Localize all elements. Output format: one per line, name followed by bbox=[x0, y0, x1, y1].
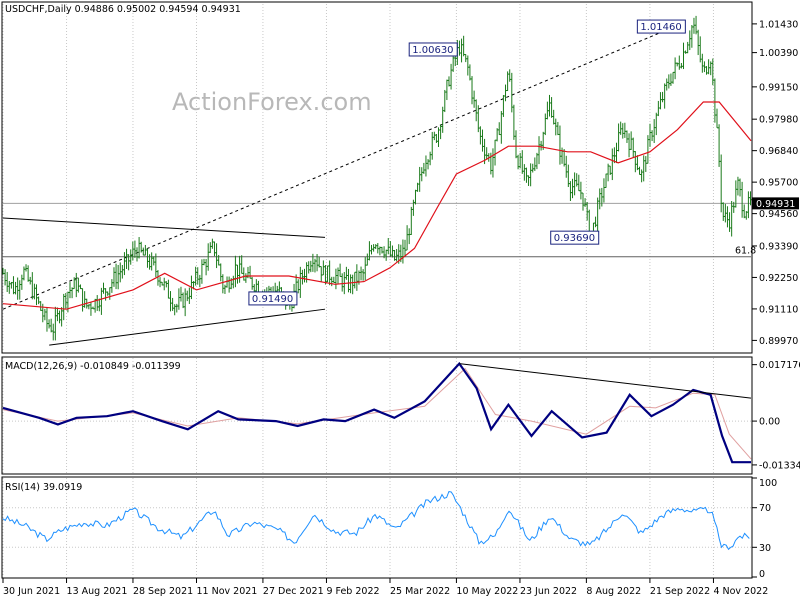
x-tick-label: 30 Jun 2021 bbox=[3, 586, 60, 597]
price-callouts: 1.00630 1.01460 0.93690 0.91490 bbox=[248, 19, 686, 306]
price-callout-box bbox=[248, 291, 298, 306]
current-price-badge bbox=[752, 197, 799, 210]
price-callout-box bbox=[550, 230, 600, 245]
price-callout: 1.00630 bbox=[408, 42, 458, 57]
macd-panel-header: MACD(12,26,9) -0.010849 -0.011399 bbox=[5, 361, 181, 372]
price-callout-label: 0.91490 bbox=[252, 294, 293, 305]
macd-y-tick-label: 0.017176 bbox=[759, 360, 800, 371]
price-callout-box bbox=[636, 19, 686, 34]
rsi-panel-frame bbox=[1, 476, 753, 579]
rsi-line bbox=[2, 491, 750, 551]
price-y-tick-label: 0.89970 bbox=[759, 336, 798, 347]
price-callout-label: 1.01460 bbox=[640, 22, 681, 33]
triangle-trendline bbox=[49, 308, 326, 346]
price-y-tick-label: 0.97980 bbox=[759, 115, 798, 126]
x-tick-label: 28 Sep 2021 bbox=[133, 586, 193, 597]
price-y-tick-label: 0.91110 bbox=[759, 304, 798, 315]
rsi-y-axis: 100 70 30 0 bbox=[752, 477, 777, 580]
macd-y-tick-label: -0.01334 bbox=[759, 460, 800, 471]
macd-panel-frame bbox=[1, 356, 753, 475]
rsi-panel: 100 70 30 0 RSI(14) 39.0919 bbox=[1, 476, 777, 580]
price-levels: 0.94931 61.8 bbox=[3, 197, 799, 258]
rsi-y-tick-label: 30 bbox=[759, 543, 771, 554]
macd-panel: 0.017176 0.00 -0.01334 MACD(12,26,9) -0.01… bbox=[1, 356, 800, 475]
price-y-tick-label: 0.94560 bbox=[759, 209, 798, 220]
price-y-tick-label: 0.99150 bbox=[759, 82, 798, 93]
watermark: ActionForex.com bbox=[172, 88, 372, 116]
price-y-tick-label: 1.01430 bbox=[759, 19, 798, 30]
x-axis: 30 Jun 2021 13 Aug 2021 28 Sep 2021 11 Nov … bbox=[2, 578, 768, 597]
macd-y-tick-label: 0.00 bbox=[759, 417, 780, 428]
x-tick-label: 11 Nov 2021 bbox=[196, 586, 257, 597]
price-callout-box bbox=[408, 42, 458, 57]
price-y-tick-label: 0.93390 bbox=[759, 241, 798, 252]
x-tick-label: 25 Mar 2022 bbox=[390, 586, 450, 597]
rsi-y-tick-label: 70 bbox=[759, 503, 771, 514]
macd-trendline bbox=[459, 363, 752, 399]
price-y-tick-label: 1.00390 bbox=[759, 48, 798, 59]
x-tick-label: 10 May 2022 bbox=[456, 586, 518, 597]
rsi-y-tick-label: 100 bbox=[759, 478, 777, 489]
price-callout: 1.01460 bbox=[636, 19, 686, 34]
price-callout-label: 1.00630 bbox=[412, 45, 453, 56]
x-tick-label: 21 Sep 2022 bbox=[650, 586, 710, 597]
x-tick-label: 13 Aug 2021 bbox=[67, 586, 128, 597]
price-callout: 0.93690 bbox=[550, 230, 600, 245]
price-candles bbox=[1, 15, 752, 341]
x-tick-label: 27 Dec 2021 bbox=[263, 586, 324, 597]
x-tick-label: 23 Jun 2022 bbox=[520, 586, 577, 597]
macd-signal-line bbox=[2, 367, 752, 460]
price-y-tick-label: 0.96840 bbox=[759, 146, 798, 157]
macd-main-line bbox=[2, 361, 751, 464]
price-panel-frame bbox=[1, 1, 753, 354]
fib-level-label: 61.8 bbox=[735, 246, 756, 257]
price-grid bbox=[2, 4, 714, 352]
dashed-trendline bbox=[2, 22, 684, 310]
price-panel-header: USDCHF,Daily 0.94886 0.95002 0.94594 0.9… bbox=[5, 4, 241, 15]
current-price-label: 0.94931 bbox=[756, 199, 795, 210]
macd-y-axis: 0.017176 0.00 -0.01334 bbox=[752, 360, 800, 471]
price-trendlines bbox=[2, 22, 684, 346]
price-callout: 0.91490 bbox=[248, 291, 298, 306]
x-tick-label: 9 Feb 2022 bbox=[326, 586, 379, 597]
price-callout-label: 0.93690 bbox=[554, 233, 595, 244]
x-tick-label: 4 Nov 2022 bbox=[713, 586, 768, 597]
x-tick-label: 8 Aug 2022 bbox=[586, 586, 641, 597]
price-panel: ActionForex.com 0.94931 61.8 1.00630 1.014… bbox=[1, 1, 799, 354]
rsi-panel-header: RSI(14) 39.0919 bbox=[5, 482, 82, 493]
price-y-tick-label: 0.92250 bbox=[759, 273, 798, 284]
rsi-y-tick-label: 0 bbox=[759, 569, 765, 580]
price-y-tick-label: 0.95700 bbox=[759, 178, 798, 189]
price-y-axis: 1.01430 1.00390 0.99150 0.97980 0.96840 0.957… bbox=[752, 19, 798, 347]
triangle-trendline bbox=[2, 217, 326, 238]
moving-average-line bbox=[2, 101, 752, 310]
